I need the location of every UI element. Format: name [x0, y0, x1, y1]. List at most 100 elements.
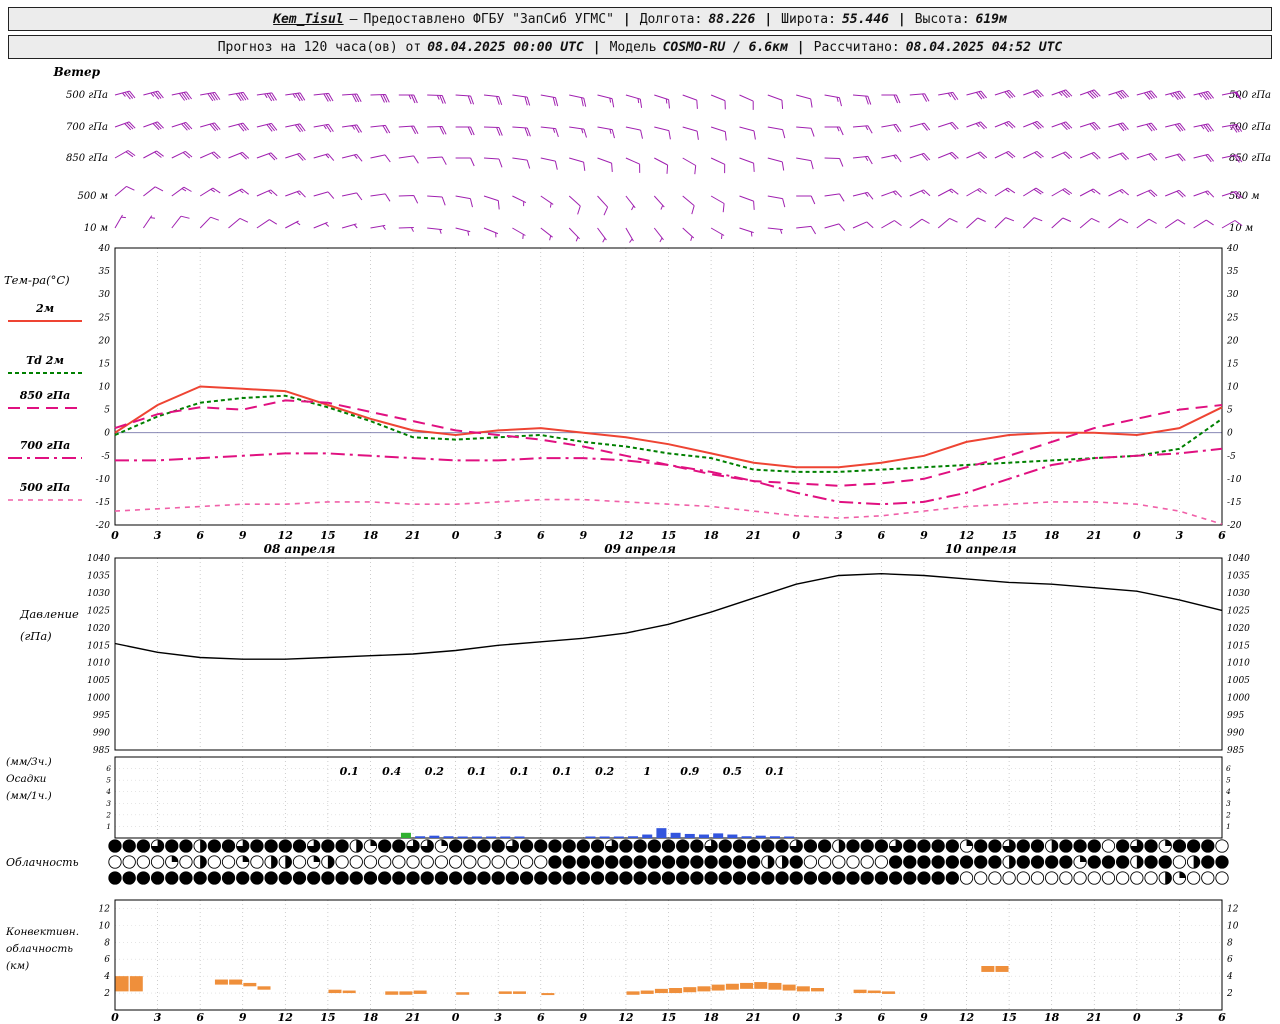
svg-text:35: 35: [99, 267, 111, 277]
svg-text:1025: 1025: [1227, 606, 1250, 616]
precip-bar: [741, 836, 752, 838]
svg-text:12: 12: [959, 1011, 975, 1024]
svg-text:0.9: 0.9: [680, 765, 699, 778]
precip-bar: [599, 836, 610, 838]
precip-bar: [698, 834, 709, 838]
svg-text:995: 995: [1227, 711, 1244, 721]
latitude-value: 55.446: [841, 11, 889, 27]
svg-text:3: 3: [106, 799, 111, 808]
convective-bar: [626, 991, 640, 995]
precip-bar: [400, 832, 411, 838]
svg-text:0: 0: [792, 529, 800, 542]
svg-text:0: 0: [1133, 1011, 1141, 1024]
separator: |: [592, 39, 601, 55]
svg-text:2м: 2м: [35, 302, 54, 315]
cloud-panel: Облачность: [6, 839, 1229, 885]
header-line-1: Kem_Tisul — Предоставлено ФГБУ "ЗапСиб У…: [8, 7, 1272, 31]
svg-text:500 м: 500 м: [1229, 191, 1260, 202]
convective-bar: [981, 966, 995, 972]
svg-text:6: 6: [196, 529, 204, 542]
svg-text:08 апреля: 08 апреля: [264, 542, 336, 556]
svg-text:6: 6: [1226, 764, 1231, 773]
svg-text:0: 0: [452, 529, 460, 542]
svg-text:-20: -20: [96, 521, 111, 531]
convective-bar: [456, 992, 470, 995]
svg-text:700 гПа: 700 гПа: [20, 439, 71, 452]
svg-text:15: 15: [661, 529, 676, 542]
svg-text:15: 15: [320, 529, 335, 542]
svg-text:-5: -5: [101, 452, 110, 462]
calc-value: 08.04.2025 04:52 UTC: [905, 39, 1063, 55]
precip-bar: [486, 836, 497, 838]
svg-text:990: 990: [93, 729, 110, 739]
convective-bar: [229, 979, 243, 985]
svg-text:500 гПа: 500 гПа: [20, 481, 71, 494]
precip-bar: [585, 836, 596, 838]
svg-text:12: 12: [278, 529, 294, 542]
convective-bar: [328, 989, 342, 994]
convective-bar: [214, 979, 228, 985]
svg-text:(мм/1ч.): (мм/1ч.): [6, 790, 52, 802]
calc-label: Рассчитано:: [813, 39, 900, 55]
svg-text:6: 6: [1218, 1011, 1226, 1024]
separator: |: [764, 11, 773, 27]
svg-text:2: 2: [105, 810, 111, 819]
svg-text:(мм/3ч.): (мм/3ч.): [6, 756, 52, 768]
header-dash: —: [349, 11, 358, 27]
svg-text:850 гПа: 850 гПа: [66, 153, 108, 164]
convective-panel: 2 2 4 4 6 6 8 8 10 10 12 12 Конвективн. облачность (км…: [5, 899, 1239, 1011]
svg-text:985: 985: [1227, 746, 1244, 756]
precip-bar: [457, 836, 468, 838]
svg-text:6: 6: [106, 764, 111, 773]
svg-text:10 м: 10 м: [84, 223, 108, 234]
svg-text:4: 4: [103, 972, 110, 982]
svg-text:12: 12: [1227, 904, 1239, 914]
svg-text:15: 15: [320, 1011, 335, 1024]
temp-series-Td 2м: [114, 394, 1223, 473]
wind-panel: Ветер 500 гПа 500 гПа 700 гПа 700 гПа 850 гПа…: [53, 65, 1271, 243]
svg-text:6: 6: [1218, 529, 1226, 542]
meteogram-chart: Ветер 500 гПа 500 гПа 700 гПа 700 гПа 850 гПа…: [4, 65, 1271, 1024]
svg-text:0: 0: [104, 429, 110, 439]
svg-text:1030: 1030: [87, 589, 110, 599]
svg-text:6: 6: [537, 529, 545, 542]
convective-bar: [541, 993, 555, 996]
separator: |: [796, 39, 805, 55]
svg-text:3: 3: [154, 1011, 162, 1024]
temp-series-500 гПа: [114, 498, 1223, 525]
svg-text:0.2: 0.2: [595, 765, 614, 778]
precip-bar: [670, 832, 681, 838]
precip-bar: [471, 836, 482, 838]
svg-text:-10: -10: [1227, 475, 1242, 485]
convective-bar: [697, 986, 711, 992]
svg-text:0.4: 0.4: [382, 765, 401, 778]
svg-text:-15: -15: [1227, 498, 1242, 508]
svg-text:8: 8: [1227, 938, 1233, 948]
svg-text:9: 9: [920, 529, 928, 542]
precip-bar: [429, 835, 440, 838]
svg-text:18: 18: [703, 1011, 719, 1024]
svg-text:12: 12: [959, 529, 975, 542]
convective-bar: [413, 990, 427, 994]
separator: |: [622, 11, 631, 27]
svg-text:9: 9: [580, 1011, 588, 1024]
svg-text:21: 21: [404, 1011, 420, 1024]
svg-text:0.1: 0.1: [552, 765, 571, 778]
svg-text:5: 5: [104, 406, 110, 416]
svg-text:9: 9: [239, 529, 247, 542]
precip-bar: [713, 833, 724, 838]
convective-bar: [740, 982, 754, 989]
convective-bar: [811, 988, 825, 992]
svg-text:21: 21: [1086, 529, 1102, 542]
svg-text:3: 3: [494, 529, 502, 542]
svg-text:1010: 1010: [1227, 659, 1250, 669]
temperature-panel: -20 -20 -15 -15 -10 -10 -5 -5 0 0 5 5 10 10 15 15 20 20 25…: [4, 244, 1242, 531]
convective-bar: [725, 983, 739, 990]
convective-bar: [342, 990, 356, 994]
svg-text:2: 2: [1226, 989, 1233, 999]
svg-text:-20: -20: [1227, 521, 1242, 531]
svg-text:500 м: 500 м: [77, 191, 108, 202]
svg-text:990: 990: [1227, 729, 1244, 739]
longitude-value: 88.226: [708, 11, 756, 27]
svg-text:3: 3: [835, 529, 843, 542]
